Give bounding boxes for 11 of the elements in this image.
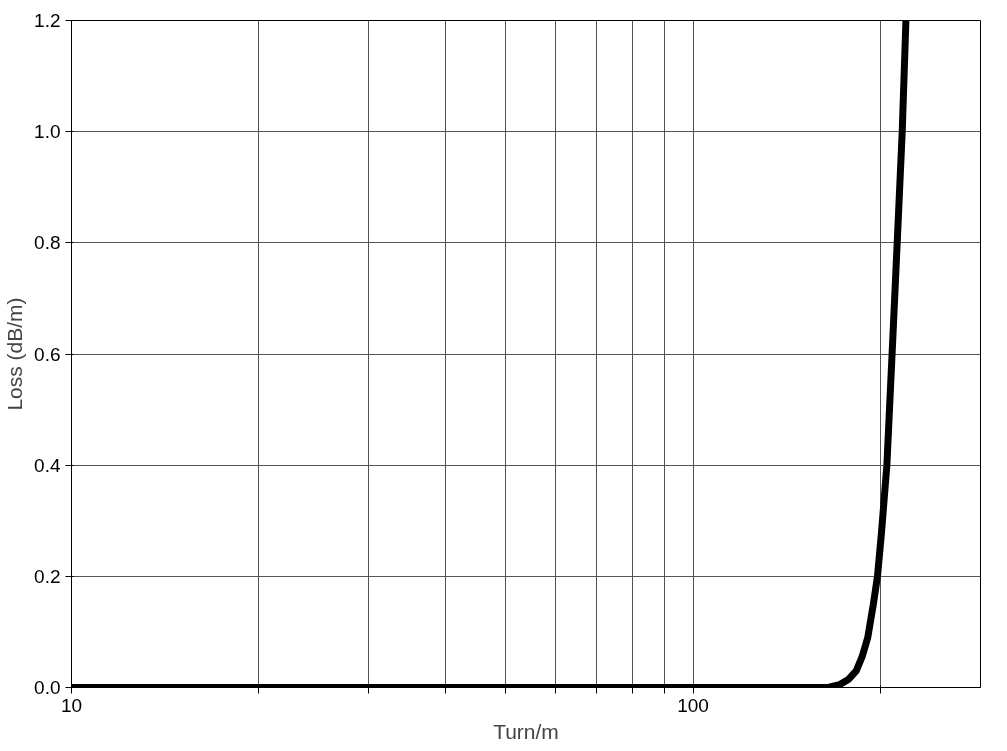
x-tick-label: 10	[60, 694, 83, 716]
y-tick-label: 0.8	[34, 232, 61, 254]
y-tick-label: 0.2	[34, 565, 61, 587]
y-axis-title: Loss (dB/m)	[3, 297, 27, 411]
y-tick-label: 1.2	[34, 10, 61, 31]
y-tick-label: 0.0	[34, 677, 61, 698]
x-axis-title: Turn/m	[493, 719, 559, 743]
y-tick-label: 0.6	[34, 343, 61, 365]
x-tick-label: 100	[677, 694, 709, 716]
y-tick-label: 0.4	[34, 454, 61, 476]
y-tick-label: 1.0	[34, 121, 61, 143]
